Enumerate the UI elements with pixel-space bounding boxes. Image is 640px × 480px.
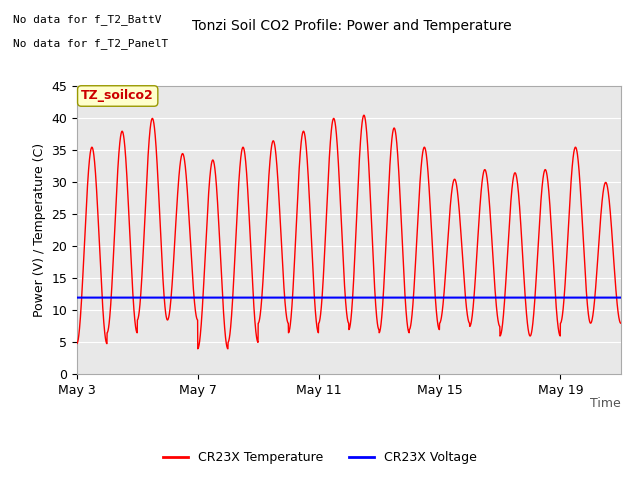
Text: Tonzi Soil CO2 Profile: Power and Temperature: Tonzi Soil CO2 Profile: Power and Temper…: [192, 19, 512, 33]
Text: No data for f_T2_BattV: No data for f_T2_BattV: [13, 14, 161, 25]
Text: Time: Time: [590, 397, 621, 410]
Legend: CR23X Temperature, CR23X Voltage: CR23X Temperature, CR23X Voltage: [159, 446, 481, 469]
Text: TZ_soilco2: TZ_soilco2: [81, 89, 154, 103]
Text: No data for f_T2_PanelT: No data for f_T2_PanelT: [13, 38, 168, 49]
Y-axis label: Power (V) / Temperature (C): Power (V) / Temperature (C): [33, 144, 45, 317]
